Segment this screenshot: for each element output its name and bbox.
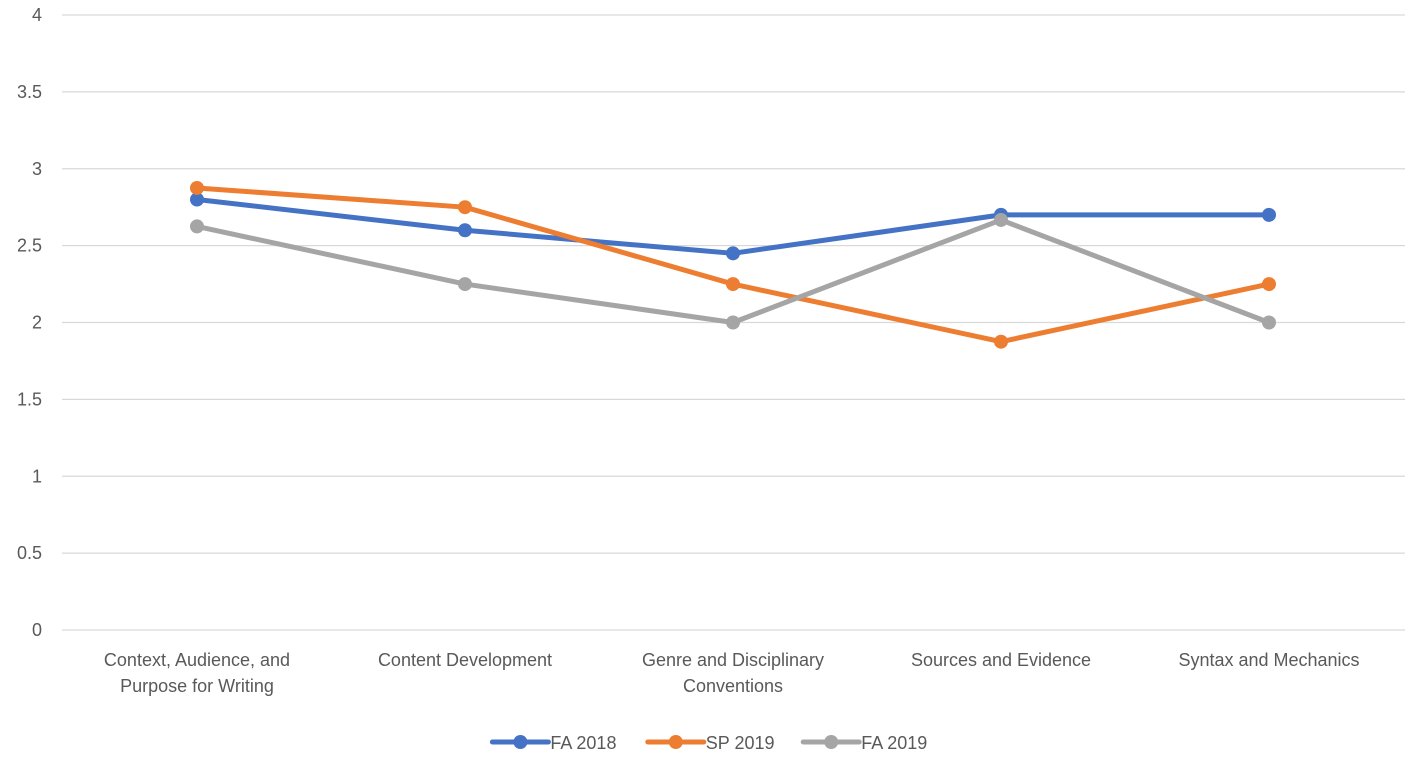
data-point xyxy=(726,315,740,330)
y-tick-label: 3 xyxy=(32,159,42,179)
data-point xyxy=(458,277,472,292)
y-tick-label: 4 xyxy=(32,5,42,25)
data-point xyxy=(726,277,740,292)
data-point xyxy=(190,219,204,234)
x-category-label: Syntax and Mechanics xyxy=(1178,650,1359,670)
x-category-label: Sources and Evidence xyxy=(911,650,1091,670)
y-tick-label: 1 xyxy=(32,466,42,486)
x-category-label: Content Development xyxy=(378,650,552,670)
series-fa-2019 xyxy=(190,212,1276,330)
legend: FA 2018 SP 2019 FA 2019 xyxy=(489,733,927,753)
legend-key-marker xyxy=(513,735,528,749)
y-tick-label: 3.5 xyxy=(17,82,42,102)
y-axis-tick-labels: 0 0.5 1 1.5 2 2.5 3 3.5 4 xyxy=(17,5,42,640)
data-point xyxy=(994,212,1008,227)
data-point xyxy=(726,246,740,261)
x-category-label: Context, Audience, and Purpose for Writin… xyxy=(104,650,290,696)
data-point xyxy=(1262,277,1276,292)
data-point xyxy=(994,334,1008,349)
series-lines xyxy=(190,180,1276,349)
legend-label: SP 2019 xyxy=(706,733,775,753)
data-point xyxy=(458,200,472,215)
y-tick-label: 0 xyxy=(32,620,42,640)
y-tick-label: 2.5 xyxy=(17,236,42,256)
data-point xyxy=(1262,315,1276,330)
x-category-label: Genre and Disciplinary Conventions xyxy=(642,650,824,696)
series-sp-2019 xyxy=(190,180,1276,349)
data-point xyxy=(458,223,472,238)
legend-label: FA 2019 xyxy=(861,733,927,753)
legend-key-marker xyxy=(824,735,839,749)
legend-item: FA 2019 xyxy=(800,733,927,753)
data-point xyxy=(190,180,204,195)
y-tick-label: 2 xyxy=(32,313,42,333)
legend-item: SP 2019 xyxy=(645,733,775,753)
series-line xyxy=(194,217,1272,325)
legend-item: FA 2018 xyxy=(489,733,616,753)
y-tick-label: 1.5 xyxy=(17,389,42,409)
data-point xyxy=(1262,207,1276,222)
legend-key-marker xyxy=(668,735,683,749)
data-point xyxy=(190,192,204,207)
x-axis-category-labels: Context, Audience, and Purpose for Writin… xyxy=(104,650,1360,696)
series-fa-2018 xyxy=(190,192,1276,261)
y-tick-label: 0.5 xyxy=(17,543,42,563)
legend-label: FA 2018 xyxy=(550,733,616,753)
